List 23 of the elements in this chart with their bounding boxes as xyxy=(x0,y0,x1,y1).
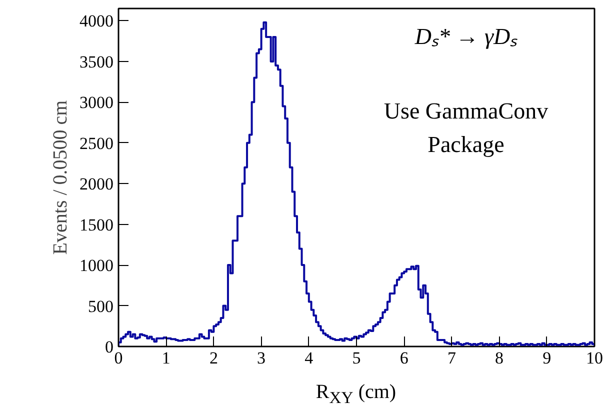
x-tick-label: 1 xyxy=(162,348,170,368)
annotation: Use GammaConv xyxy=(384,98,549,124)
x-tick-label: 7 xyxy=(447,348,456,368)
y-tick-label: 4000 xyxy=(80,12,114,31)
y-axis-title: Events / 0.0500 cm xyxy=(50,100,72,255)
x-tick-label: 3 xyxy=(257,348,266,368)
y-tick-label: 500 xyxy=(88,296,114,316)
annotation: Package xyxy=(428,132,504,158)
x-tick-label: 2 xyxy=(209,348,218,368)
annotation: Dₛ* → γDₛ xyxy=(414,24,518,50)
y-tick-label: 1000 xyxy=(80,256,114,276)
y-tick-label: 1500 xyxy=(80,215,114,234)
x-tick-label: 8 xyxy=(495,348,504,368)
y-tick-label: 2500 xyxy=(80,134,114,153)
y-tick-label: 3500 xyxy=(80,52,114,72)
x-axis-title: R$_{XY}$ (cm) xyxy=(316,380,396,409)
x-tick-label: 10 xyxy=(586,348,603,368)
x-tick-label: 9 xyxy=(542,348,552,368)
x-tick-label: 4 xyxy=(304,348,314,368)
y-tick-label: 2000 xyxy=(80,174,114,194)
x-tick-label: 6 xyxy=(400,348,408,368)
y-tick-label: 3000 xyxy=(80,93,114,112)
x-tick-label: 5 xyxy=(352,348,361,368)
